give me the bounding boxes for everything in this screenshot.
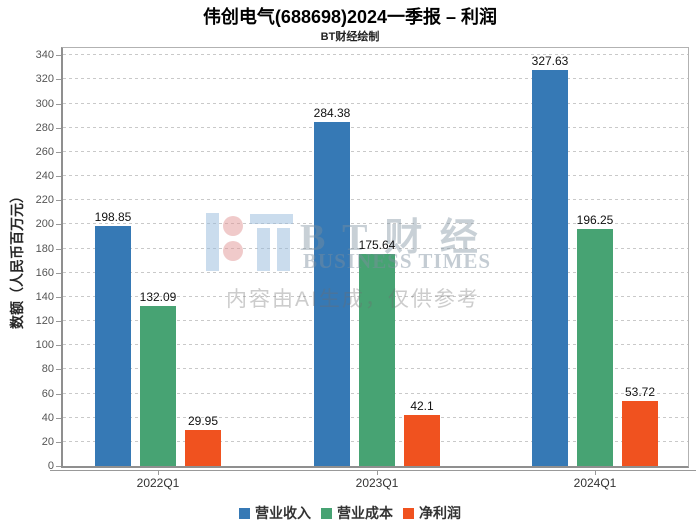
y-tick-label: 60: [41, 388, 54, 400]
bar: [359, 253, 395, 466]
y-tick-label: 80: [41, 363, 54, 375]
bar: [577, 228, 613, 466]
legend: 营业收入 营业成本 净利润: [0, 503, 700, 523]
x-tick: [158, 470, 159, 475]
x-axis-line: [50, 470, 696, 471]
x-tick-label: 2023Q1: [355, 476, 399, 490]
legend-item: 营业收入: [239, 503, 311, 523]
legend-swatch-icon: [321, 507, 332, 519]
legend-swatch-icon: [239, 507, 250, 519]
bar-value-label: 29.95: [187, 414, 219, 428]
bar-value-label: 53.72: [624, 385, 656, 399]
bar: [185, 429, 221, 466]
bar-value-label: 132.09: [139, 290, 177, 304]
y-tick-label: 260: [35, 146, 54, 158]
y-tick-label: 160: [35, 267, 54, 279]
bar-value-label: 198.85: [94, 210, 132, 224]
plot-area: 198.85 284.38 327.63 132.09 175.64 196.25 29.9…: [61, 47, 689, 468]
y-tick: [56, 79, 61, 80]
bar: [622, 401, 658, 466]
y-tick-label: 300: [35, 98, 54, 110]
legend-label: 净利润: [419, 505, 461, 521]
bar-value-label: 175.64: [358, 238, 396, 252]
y-tick-label: 120: [35, 315, 54, 327]
bar: [95, 225, 131, 466]
x-tick: [595, 470, 596, 475]
gridline: [63, 78, 688, 79]
y-tick: [56, 200, 61, 201]
y-tick: [56, 418, 61, 419]
gridline: [63, 127, 688, 128]
gridline: [63, 223, 688, 224]
y-tick-label: 0: [47, 460, 54, 472]
y-tick: [56, 128, 61, 129]
y-tick: [56, 55, 61, 56]
bar-value-label: 327.63: [531, 54, 569, 68]
y-tick-label: 140: [35, 291, 54, 303]
legend-item: 净利润: [403, 503, 461, 523]
y-tick-label: 100: [35, 339, 54, 351]
gridline: [63, 199, 688, 200]
y-tick: [56, 176, 61, 177]
y-tick: [56, 321, 61, 322]
gridline: [63, 151, 688, 152]
y-tick-label: 340: [35, 49, 54, 61]
y-tick: [56, 466, 61, 467]
bar-value-label: 196.25: [576, 213, 614, 227]
bar: [404, 415, 440, 466]
y-tick: [56, 394, 61, 395]
bar-value-label: 42.1: [410, 399, 434, 413]
chart-title: 伟创电气(688698)2024一季报 – 利润: [202, 7, 498, 27]
y-tick: [56, 297, 61, 298]
x-tick-label: 2022Q1: [136, 476, 180, 490]
bar: [532, 70, 568, 466]
y-tick: [56, 249, 61, 250]
chart-subtitle: BT财经绘制: [320, 31, 380, 43]
y-tick-label: 180: [35, 243, 54, 255]
y-tick-label: 20: [41, 436, 54, 448]
y-tick: [56, 104, 61, 105]
gridline: [63, 248, 688, 249]
y-tick-label: 280: [35, 122, 54, 134]
gridline: [63, 54, 688, 55]
y-tick-label: 40: [41, 412, 54, 424]
bar: [140, 306, 176, 466]
legend-label: 营业成本: [337, 505, 393, 521]
legend-label: 营业收入: [255, 505, 311, 521]
y-axis-title: 数额（人民币百万元）: [9, 189, 25, 329]
bar: [314, 122, 350, 466]
y-tick-label: 320: [35, 73, 54, 85]
y-tick: [56, 273, 61, 274]
y-tick: [56, 152, 61, 153]
y-tick: [56, 345, 61, 346]
y-tick-label: 220: [35, 194, 54, 206]
x-tick: [377, 470, 378, 475]
legend-item: 营业成本: [321, 503, 393, 523]
y-tick: [56, 442, 61, 443]
y-tick-label: 200: [35, 218, 54, 230]
legend-swatch-icon: [403, 507, 414, 519]
bar-value-label: 284.38: [313, 106, 351, 120]
x-tick-label: 2024Q1: [573, 476, 617, 490]
y-tick: [56, 369, 61, 370]
y-tick: [56, 224, 61, 225]
y-tick-label: 240: [35, 170, 54, 182]
gridline: [63, 175, 688, 176]
gridline: [63, 103, 688, 104]
